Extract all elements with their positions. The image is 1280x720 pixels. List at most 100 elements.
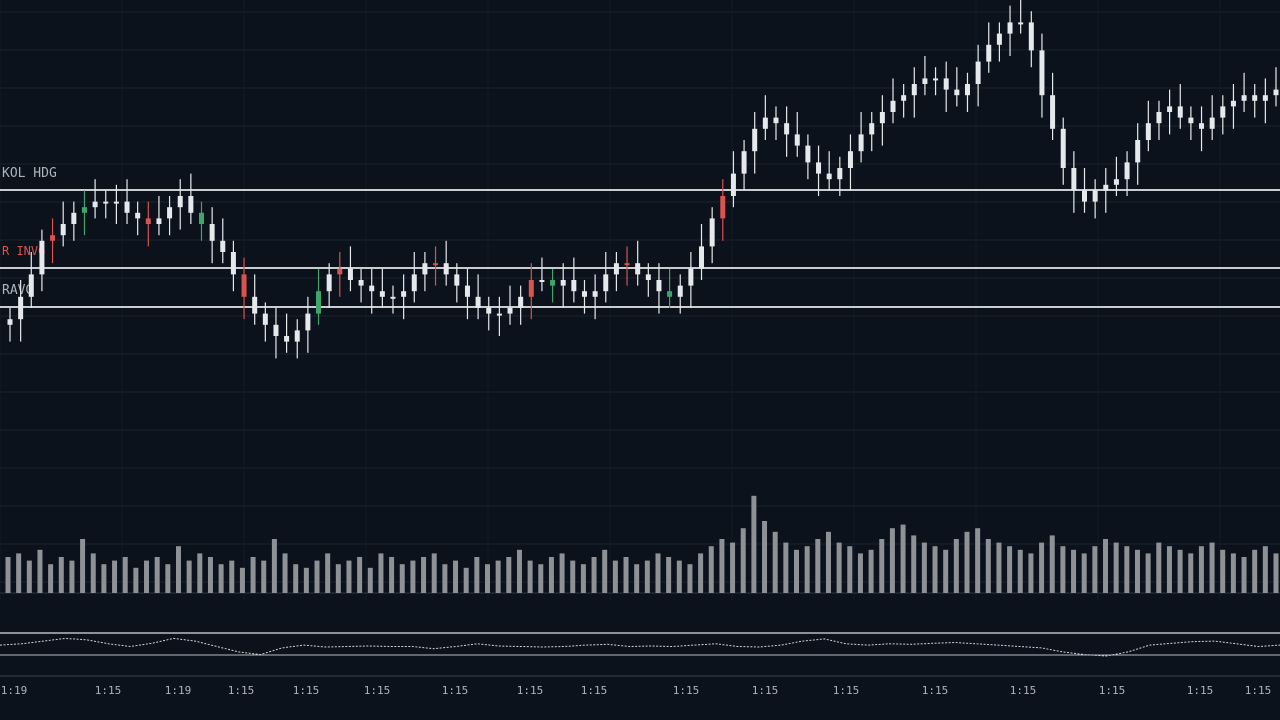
candle-body bbox=[486, 308, 492, 314]
candle-body bbox=[741, 151, 747, 174]
volume-bar bbox=[708, 546, 714, 593]
x-axis-ticks: 1:19 1:15 1:19 1:15 1:15 1:15 1:15 1:15 1:15 1:15… bbox=[1, 684, 1272, 697]
candle-body bbox=[454, 274, 460, 286]
candle-body bbox=[571, 280, 577, 292]
candle-body bbox=[103, 201, 109, 204]
volume-bar bbox=[346, 560, 352, 593]
candle-body bbox=[262, 313, 268, 325]
candle-body bbox=[1145, 123, 1151, 140]
x-tick-label: 1:15 bbox=[581, 684, 608, 697]
volume-bar bbox=[1081, 553, 1087, 593]
volume-bar bbox=[261, 560, 267, 593]
volume-bar bbox=[666, 557, 672, 593]
candle-body bbox=[539, 280, 545, 282]
x-tick-label: 1:15 bbox=[752, 684, 779, 697]
x-tick-label: 1:15 bbox=[1099, 684, 1126, 697]
volume-bar bbox=[1071, 549, 1077, 593]
volume-bar bbox=[591, 557, 597, 593]
x-tick-label: 1:19 bbox=[1, 684, 28, 697]
volume-bar bbox=[740, 528, 746, 593]
volume-bar bbox=[1060, 546, 1066, 593]
volume-bar bbox=[1209, 542, 1215, 593]
volume-bar bbox=[335, 564, 341, 593]
volume-bar bbox=[239, 567, 245, 593]
volume-bar bbox=[943, 549, 949, 593]
candle-body bbox=[1167, 106, 1173, 112]
volume-bar bbox=[1230, 553, 1236, 593]
volume-bar bbox=[378, 553, 384, 593]
candle-body bbox=[911, 84, 917, 96]
oscillator-line bbox=[0, 637, 1280, 657]
volume-bar bbox=[985, 539, 991, 593]
volume-bar bbox=[112, 560, 118, 593]
candle-body bbox=[60, 224, 66, 236]
candle-body bbox=[752, 128, 758, 152]
volume-bar bbox=[495, 560, 501, 593]
candle-body bbox=[18, 296, 24, 320]
candle-body bbox=[1156, 112, 1162, 124]
volume-bar bbox=[932, 546, 938, 593]
volume-bar bbox=[250, 557, 256, 593]
volume-bar bbox=[1134, 549, 1140, 593]
volume-bar bbox=[889, 528, 895, 593]
candle-body bbox=[805, 145, 811, 163]
volume-bar bbox=[154, 557, 160, 593]
candle-body bbox=[411, 274, 417, 292]
volume-bar bbox=[410, 560, 416, 593]
volume-bar bbox=[48, 564, 54, 593]
volume-bar bbox=[80, 539, 86, 593]
candle-body bbox=[39, 240, 45, 275]
candle-body bbox=[156, 218, 162, 224]
candle-body bbox=[273, 324, 279, 336]
volume-bar bbox=[698, 553, 704, 593]
candle-body bbox=[709, 218, 715, 247]
volume-bar bbox=[570, 560, 576, 593]
volume-bar bbox=[975, 528, 981, 593]
volume-bar bbox=[751, 495, 757, 593]
candle-body bbox=[1071, 168, 1077, 191]
volume-bar bbox=[1188, 553, 1194, 593]
candle-body bbox=[294, 330, 300, 342]
x-tick-label: 1:15 bbox=[1187, 684, 1214, 697]
volume-bar bbox=[271, 539, 277, 593]
candle-body bbox=[241, 274, 247, 297]
candle-body bbox=[50, 235, 56, 241]
candle-body bbox=[198, 212, 204, 224]
candle-body bbox=[1177, 106, 1183, 118]
x-tick-label: 1:19 bbox=[165, 684, 192, 697]
volume-bar bbox=[367, 567, 373, 593]
volume-bar bbox=[623, 557, 629, 593]
candle-body bbox=[7, 319, 13, 325]
candle-body bbox=[347, 268, 353, 280]
candle-body bbox=[688, 268, 694, 286]
candle-body bbox=[645, 274, 651, 280]
candle-body bbox=[922, 78, 928, 84]
volume-bar bbox=[474, 557, 480, 593]
volume-bar bbox=[879, 539, 885, 593]
candle-body bbox=[1050, 95, 1056, 129]
price-levels: KOL HDG R INVG RAVG bbox=[0, 166, 1280, 308]
candle-body bbox=[1135, 140, 1141, 163]
candle-body bbox=[879, 112, 885, 124]
candle-body bbox=[699, 246, 705, 269]
candle-body bbox=[358, 280, 364, 286]
candle-body bbox=[550, 280, 556, 286]
candle-body bbox=[1188, 117, 1194, 124]
candle-body bbox=[81, 207, 87, 213]
volume-bar bbox=[964, 531, 970, 593]
volume-bars bbox=[0, 495, 1280, 594]
candle-body bbox=[92, 201, 98, 208]
x-tick-label: 1:15 bbox=[1010, 684, 1037, 697]
candle-body bbox=[379, 291, 385, 297]
oscillator-panel bbox=[0, 632, 1280, 677]
candle-body bbox=[858, 134, 864, 152]
volume-bar bbox=[229, 560, 235, 593]
candle-body bbox=[1124, 162, 1130, 180]
candle-body bbox=[730, 173, 736, 196]
x-tick-label: 1:15 bbox=[673, 684, 700, 697]
candle-body bbox=[305, 313, 311, 331]
candle-body bbox=[592, 291, 598, 297]
level-label-3: RAVG bbox=[2, 283, 33, 298]
candle-body bbox=[507, 308, 513, 314]
volume-bar bbox=[538, 564, 544, 593]
